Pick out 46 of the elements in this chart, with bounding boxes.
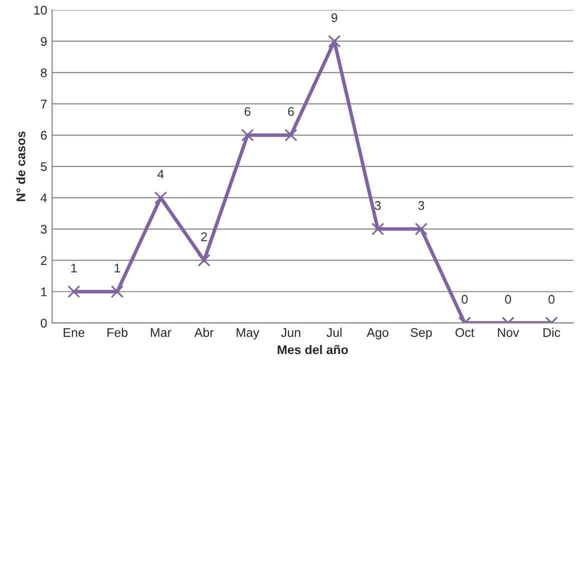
point xyxy=(328,34,341,48)
y-tick-label: 8 xyxy=(40,68,47,78)
point xyxy=(154,191,168,204)
y-tick-label: 2 xyxy=(40,256,47,265)
data-label: 0 xyxy=(462,294,468,304)
x-tick-label: Oct xyxy=(456,328,474,337)
x-tick-label: Dic xyxy=(543,328,560,337)
y-tick-label: 6 xyxy=(40,130,47,140)
data-label: 1 xyxy=(114,264,120,272)
data-label: 3 xyxy=(374,201,381,210)
y-tick-label: 9 xyxy=(40,37,47,46)
data-label: 0 xyxy=(505,294,512,304)
x-tick-label: Ago xyxy=(366,328,388,340)
point xyxy=(284,128,298,142)
x-tick-label: Jun xyxy=(281,328,300,337)
y-tick-label: 10 xyxy=(34,6,47,15)
x-axis-title: Mes del año xyxy=(278,344,348,354)
x-tick-label: Abr xyxy=(194,328,214,337)
data-label: 6 xyxy=(288,107,294,116)
data-label: 3 xyxy=(418,201,424,210)
y-tick-label: 4 xyxy=(40,194,47,202)
data-label: 6 xyxy=(244,107,250,116)
x-tick-label: May xyxy=(236,328,260,340)
data-label: 9 xyxy=(331,13,338,22)
x-tick-label: Jul xyxy=(326,328,342,337)
point xyxy=(414,222,428,236)
point xyxy=(67,285,80,298)
y-tick-label: 7 xyxy=(40,100,47,108)
point xyxy=(198,254,210,267)
y-tick-label: 0 xyxy=(40,318,47,328)
y-tick-label: 1 xyxy=(41,288,47,296)
data-label: 4 xyxy=(157,170,164,178)
point xyxy=(371,222,384,236)
data-label: 2 xyxy=(201,232,207,242)
x-tick-label: Sep xyxy=(410,328,432,340)
y-tick-label: 3 xyxy=(40,224,47,234)
data-label: 0 xyxy=(548,294,554,304)
point xyxy=(110,285,124,298)
x-tick-label: Ene xyxy=(64,328,84,337)
x-tick-label: Nov xyxy=(498,328,520,337)
y-axis-title: N° de casos xyxy=(16,131,26,202)
x-tick-label: Feb xyxy=(108,328,128,337)
x-tick-label: Mar xyxy=(150,328,172,337)
y-tick-label: 5 xyxy=(40,162,47,172)
point xyxy=(241,128,254,142)
data-label: 1 xyxy=(71,264,77,272)
